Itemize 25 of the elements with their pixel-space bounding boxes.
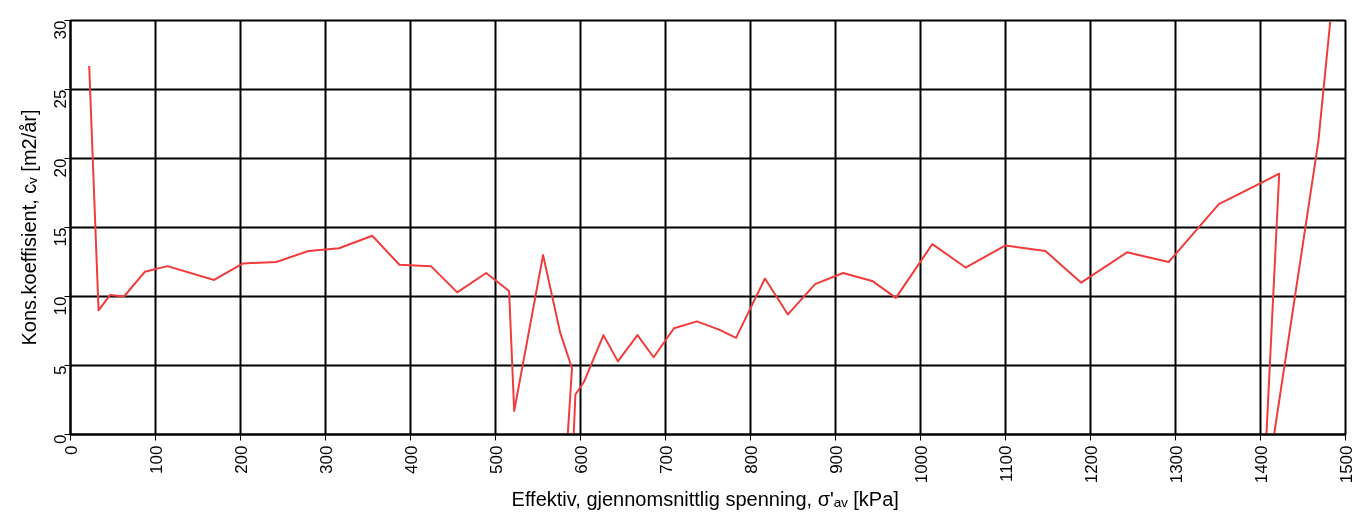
y-tick-label: 15 bbox=[50, 227, 70, 247]
x-tick-label: 700 bbox=[656, 445, 676, 474]
x-tick-label: 1200 bbox=[1081, 445, 1101, 484]
x-tick-label: 0 bbox=[61, 445, 81, 455]
x-tick-label: 1500 bbox=[1336, 445, 1356, 484]
x-tick-label: 600 bbox=[571, 445, 591, 474]
y-tick-label: 0 bbox=[50, 434, 70, 444]
x-tick-label: 1300 bbox=[1166, 445, 1186, 484]
x-tick-label: 100 bbox=[146, 445, 166, 474]
y-tick-label: 30 bbox=[50, 20, 70, 40]
x-tick-label: 200 bbox=[231, 445, 251, 474]
x-tick-label: 1100 bbox=[996, 445, 1016, 483]
x-tick-label: 1400 bbox=[1251, 445, 1271, 484]
x-tick-label: 300 bbox=[316, 445, 336, 474]
y-axis-title: Kons.koeffisient, cᵥ [m2/år] bbox=[17, 109, 40, 346]
y-tick-label: 10 bbox=[50, 296, 70, 316]
x-tick-label: 1000 bbox=[911, 445, 931, 484]
y-tick-label: 25 bbox=[50, 89, 70, 109]
x-tick-label: 400 bbox=[401, 445, 421, 474]
y-tick-label: 20 bbox=[50, 158, 70, 178]
x-axis-title: Effektiv, gjennomsnittlig spenning, σ'ₐᵥ [kPa] bbox=[511, 488, 899, 511]
y-tick-label: 5 bbox=[50, 365, 70, 375]
x-tick-label: 800 bbox=[741, 445, 761, 474]
x-tick-label: 900 bbox=[826, 445, 846, 474]
x-tick-label: 500 bbox=[486, 445, 506, 474]
